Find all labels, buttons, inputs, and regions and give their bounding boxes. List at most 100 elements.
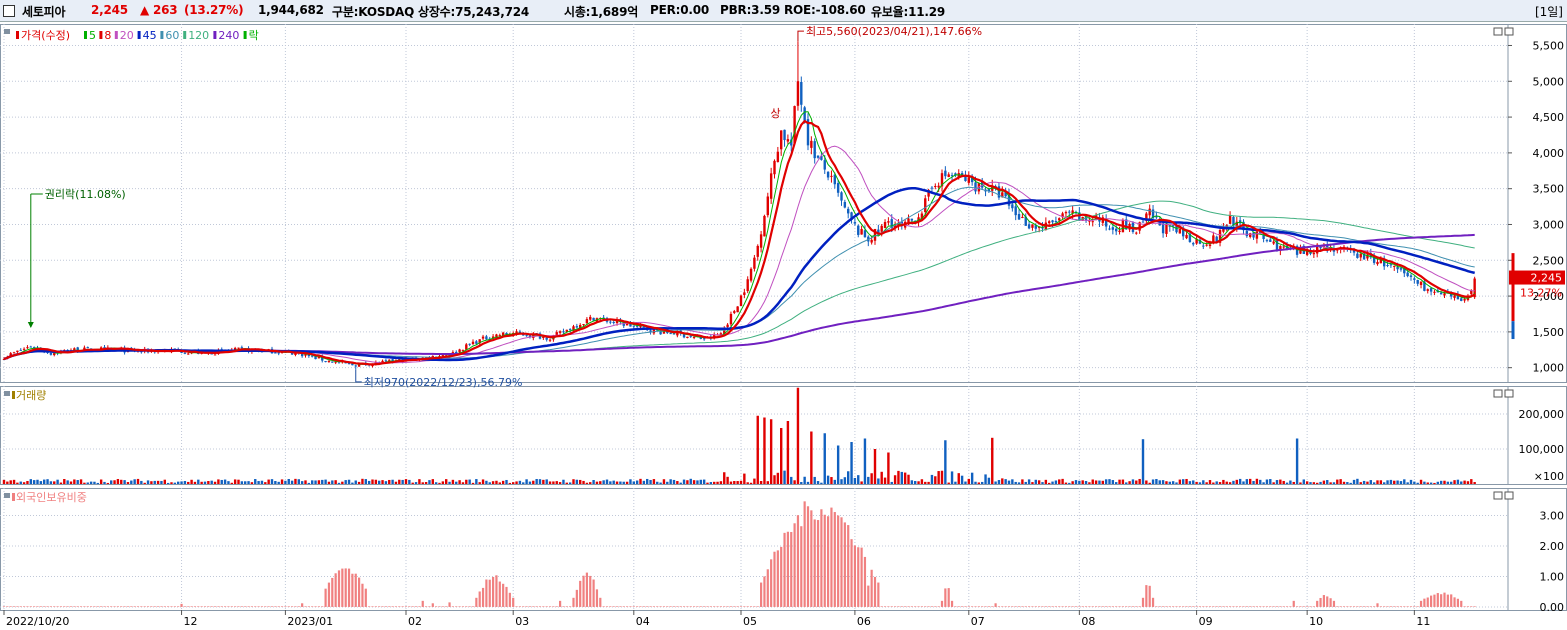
- volume-bar: [1252, 480, 1255, 484]
- candle-body: [790, 139, 793, 146]
- volume-bar: [156, 480, 160, 484]
- foreign-bar: [344, 568, 347, 607]
- volume-bar: [676, 481, 679, 484]
- candle-body: [927, 190, 930, 197]
- foreign-bar: [615, 606, 619, 607]
- foreign-bar: [488, 579, 491, 607]
- volume-bar: [424, 482, 428, 484]
- foreign-bar: [1084, 606, 1088, 607]
- volume-bar: [364, 479, 367, 484]
- volume-bar: [264, 482, 267, 484]
- volume-bar: [558, 482, 562, 484]
- volume-bar: [1121, 479, 1125, 484]
- foreign-bar: [662, 606, 666, 607]
- vol-close-button[interactable]: [1504, 389, 1514, 398]
- fr-minimize-button[interactable]: [1493, 491, 1503, 500]
- vol-minimize-button[interactable]: [1493, 389, 1503, 398]
- volume-bar: [43, 479, 46, 484]
- x-axis-label: 2022/10/20: [6, 615, 69, 628]
- vol-panel-icon: [4, 391, 10, 396]
- volume-bar: [1319, 481, 1322, 484]
- foreign-bar: [699, 606, 702, 607]
- candle-body: [568, 329, 572, 331]
- volume-bar: [512, 482, 515, 484]
- volume-bar: [103, 481, 106, 484]
- candle-body: [863, 230, 867, 238]
- foreign-bar: [934, 606, 937, 607]
- volume-bar: [991, 437, 994, 484]
- legend-item: 5: [89, 29, 96, 42]
- foreign-bar: [1242, 606, 1245, 607]
- volume-bar: [240, 481, 244, 484]
- volume-bar: [1326, 480, 1329, 484]
- volume-bar: [836, 445, 840, 484]
- volume-bar: [56, 479, 59, 484]
- fr-close-button[interactable]: [1504, 491, 1514, 500]
- volume-bar: [766, 481, 769, 484]
- foreign-bar: [1289, 606, 1292, 607]
- volume-bar: [438, 482, 441, 484]
- candle-body: [381, 360, 384, 363]
- volume-bar: [187, 481, 190, 484]
- foreign-bar: [270, 606, 274, 607]
- foreign-bar: [1007, 606, 1011, 607]
- volume-bar: [1389, 479, 1393, 484]
- volume-bar: [1175, 482, 1178, 484]
- candle-body: [1111, 227, 1115, 230]
- foreign-bar: [639, 606, 642, 607]
- candle-body: [1061, 213, 1064, 218]
- volume-bar: [1349, 482, 1352, 484]
- candle-body: [702, 338, 706, 340]
- foreign-bar: [579, 580, 582, 607]
- candle-body: [1312, 253, 1316, 255]
- legend-item: 20: [120, 29, 134, 42]
- volume-bar: [166, 482, 170, 484]
- foreign-bar: [381, 606, 384, 607]
- window-checkbox[interactable]: [3, 5, 15, 17]
- volume-bar: [1305, 481, 1309, 484]
- period-selector[interactable]: [1일]: [1534, 5, 1563, 19]
- volume-bar: [659, 482, 662, 484]
- foreign-y-tick-label: 3.00: [1540, 509, 1565, 522]
- market-cap: 시총:1,689억: [564, 5, 639, 19]
- volume-y-tick-label: 100,000: [1519, 443, 1565, 456]
- foreign-bar: [1125, 606, 1128, 607]
- foreign-bar: [1138, 606, 1141, 607]
- price-change-pct: (13.27%): [184, 3, 244, 17]
- volume-bar: [669, 479, 672, 484]
- foreign-bar: [90, 606, 93, 607]
- foreign-bar: [733, 606, 736, 607]
- volume-bar: [1329, 482, 1332, 484]
- volume-bar: [374, 479, 378, 484]
- candle-body: [485, 336, 488, 340]
- candle-body: [1027, 224, 1031, 229]
- volume-bar: [1007, 480, 1011, 484]
- volume-bar: [1051, 481, 1054, 484]
- stock-name[interactable]: 세토피아: [22, 5, 66, 19]
- foreign-bar: [1336, 606, 1339, 607]
- volume-bar: [495, 480, 498, 484]
- candle-body: [1205, 244, 1208, 246]
- foreign-bar: [971, 606, 974, 607]
- foreign-bar: [207, 606, 210, 607]
- volume-bar: [1416, 482, 1419, 484]
- volume-bar: [1285, 482, 1289, 484]
- volume-bar: [823, 433, 826, 484]
- rights-annotation: 권리락(11.08%): [45, 188, 126, 201]
- volume-bar: [987, 477, 991, 484]
- volume-bar: [106, 482, 110, 484]
- foreign-bar: [1074, 606, 1078, 607]
- foreign-bar: [1426, 597, 1429, 607]
- foreign-bar: [1064, 606, 1068, 607]
- candle-body: [649, 330, 652, 333]
- candle-body: [505, 332, 508, 335]
- price-minimize-button[interactable]: [1493, 27, 1503, 36]
- price-change: ▲ 263: [140, 3, 178, 17]
- volume-bar: [465, 479, 468, 484]
- foreign-bar: [880, 606, 883, 607]
- candle-body: [76, 347, 79, 352]
- foreign-bar: [1101, 606, 1104, 607]
- candle-body: [833, 174, 836, 185]
- legend-item: 60: [165, 29, 179, 42]
- price-close-button[interactable]: [1504, 27, 1514, 36]
